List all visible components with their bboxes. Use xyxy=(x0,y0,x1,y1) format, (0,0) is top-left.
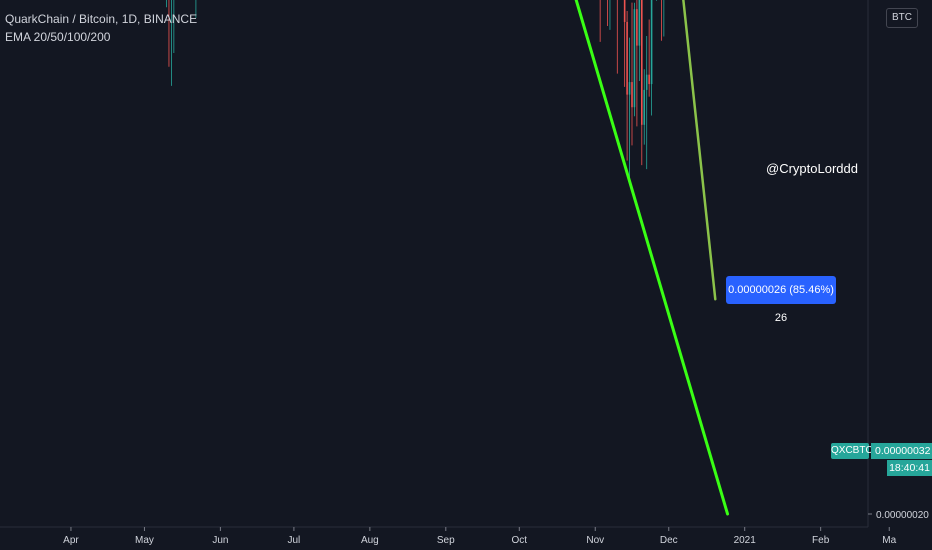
x-tick-label: Aug xyxy=(361,535,379,546)
candle-body xyxy=(641,0,643,125)
y-tick-label: 0.00000020 xyxy=(876,510,929,521)
candle-body xyxy=(628,82,631,95)
x-tick-label: Jul xyxy=(288,535,301,546)
bar-countdown: 18:40:41 xyxy=(887,460,932,476)
x-tick-label: Apr xyxy=(63,535,79,546)
candle-body xyxy=(650,0,653,85)
candle-body xyxy=(633,9,636,108)
candle-body xyxy=(645,74,648,90)
symbol-tag: QXCBTC xyxy=(831,443,873,459)
candle-body xyxy=(626,21,628,95)
x-tick-label: Jun xyxy=(212,535,228,546)
lower-trendline xyxy=(574,0,730,516)
candle-body xyxy=(631,82,633,108)
x-tick-label: Nov xyxy=(586,535,604,546)
symbol-title[interactable]: QuarkChain / Bitcoin, 1D, BINANCE xyxy=(5,12,198,26)
candles-group xyxy=(166,0,665,181)
candle-body xyxy=(636,9,638,46)
x-tick-label: Feb xyxy=(812,535,830,546)
indicator-legend[interactable]: EMA 20/50/100/200 xyxy=(5,30,111,44)
x-tick-label: Dec xyxy=(660,535,678,546)
candle-body xyxy=(623,0,626,22)
author-watermark: @CryptoLorddd xyxy=(766,161,858,176)
candle-body xyxy=(648,74,650,85)
currency-button[interactable]: BTC xyxy=(886,8,918,28)
candle-body xyxy=(643,89,646,125)
x-tick-label: Sep xyxy=(437,535,455,546)
x-tick-label: Ma xyxy=(882,535,896,546)
upper-trendline xyxy=(682,0,717,301)
x-tick-label: 2021 xyxy=(734,535,757,546)
last-price-label: 0.00000032 xyxy=(871,443,932,459)
candle-body xyxy=(638,0,641,46)
x-tick-label: Oct xyxy=(512,535,528,546)
x-tick-label: May xyxy=(135,535,154,546)
price-range-label[interactable]: 0.00000026 (85.46%) 26 xyxy=(726,276,836,324)
